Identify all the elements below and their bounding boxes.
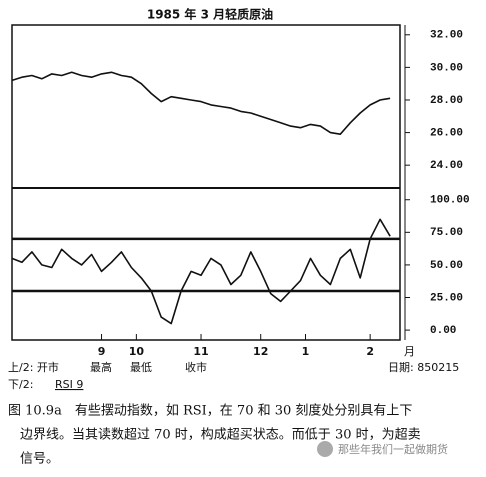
y-tick-label: 28.00 <box>430 95 463 107</box>
y-tick-label: 26.00 <box>430 127 463 139</box>
legend-upper: 上/2: 开市 <box>8 360 59 374</box>
legend-lower-item: RSI 9 <box>55 378 83 391</box>
y-tick-label: 30.00 <box>430 62 463 74</box>
x-tick-label: 10 <box>129 345 145 358</box>
y-tick-label: 75.00 <box>430 227 463 239</box>
legend-upper: 最低 <box>130 361 152 374</box>
legend-lower: 下/2: <box>8 378 33 391</box>
watermark-icon <box>317 441 333 457</box>
chart-title: 1985 年 3 月轻质原油 <box>147 7 273 22</box>
x-tick-label: 2 <box>366 345 374 358</box>
caption-line: 信号。 <box>20 452 59 467</box>
legend-upper: 收市 <box>185 360 207 374</box>
x-axis-label: 月 <box>404 345 415 358</box>
x-tick-label: 1 <box>302 345 310 358</box>
plot-frame <box>11 24 401 341</box>
date-label: 日期: 850215 <box>388 361 459 374</box>
data-line <box>11 218 391 325</box>
legend-upper: 最高 <box>90 360 112 374</box>
y-tick-label: 50.00 <box>430 260 463 272</box>
y-tick-label: 25.00 <box>430 292 463 304</box>
y-tick-label: 32.00 <box>430 30 463 42</box>
data-line <box>11 71 391 135</box>
y-tick-label: 0.00 <box>430 325 456 337</box>
caption-line: 边界线。当其读数超过 70 时，构成超买状态。而低于 30 时，为超卖 <box>20 428 421 443</box>
watermark: 那些年我们一起做期货 <box>338 442 448 456</box>
x-tick-label: 12 <box>253 345 268 358</box>
caption-line: 图 10.9a 有些摆动指数，如 RSI，在 70 和 30 刻度处分别具有上下 <box>8 403 412 419</box>
x-tick-label: 9 <box>98 345 106 358</box>
caption-box <box>0 396 486 473</box>
y-tick-label: 100.00 <box>430 195 470 207</box>
x-tick-label: 11 <box>193 345 208 358</box>
y-tick-label: 24.00 <box>430 160 463 172</box>
